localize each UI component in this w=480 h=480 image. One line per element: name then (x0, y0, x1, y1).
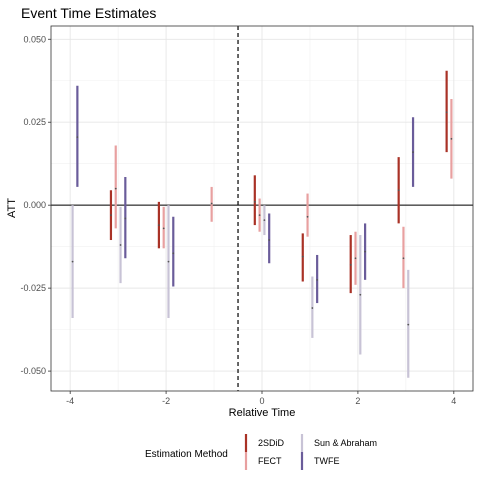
y-tick-label: -0.050 (20, 366, 46, 376)
y-tick-label: 0.025 (23, 117, 46, 127)
point-fect (306, 215, 309, 218)
legend-label-fect: FECT (258, 456, 282, 466)
legend-label-2sdid: 2SDiD (258, 438, 285, 448)
point-2sdid (157, 224, 160, 226)
x-axis-label: Relative Time (229, 407, 296, 419)
legend-label-twfe: TWFE (314, 456, 340, 466)
x-axis-ticks: -4 -2 0 2 4 (66, 391, 456, 406)
point-sun-abraham (167, 260, 170, 263)
x-tick-label: 0 (259, 396, 264, 406)
x-tick-label: -2 (162, 396, 170, 406)
point-fect (258, 214, 261, 217)
point-twfe (364, 250, 367, 253)
point-fect (114, 187, 117, 190)
point-2sdid (349, 264, 352, 266)
point-2sdid (445, 111, 448, 114)
point-sun-abraham (311, 307, 314, 309)
x-tick-label: 2 (355, 396, 360, 406)
point-fect (402, 257, 405, 260)
legend-label-sun-abraham: Sun & Abraham (314, 438, 377, 448)
y-axis-ticks: -0.050 -0.025 0.000 0.025 0.050 (20, 34, 51, 376)
legend-title: Estimation Method (145, 449, 228, 460)
point-fect (450, 137, 453, 140)
reference-lines (51, 26, 473, 391)
point-sun-abraham (71, 260, 74, 263)
point-twfe (412, 151, 414, 153)
point-sun-abraham (407, 323, 410, 326)
point-twfe (172, 252, 175, 255)
y-tick-label: 0.000 (23, 200, 46, 210)
y-axis-label: ATT (6, 198, 18, 218)
x-tick-label: -4 (66, 396, 74, 406)
point-sun-abraham (359, 293, 362, 296)
error-bars (71, 70, 453, 378)
point-twfe (124, 217, 127, 220)
legend: Estimation Method 2SDiD FECT Sun & Abraham… (145, 434, 377, 470)
point-fect (354, 257, 357, 260)
x-tick-label: 4 (451, 396, 456, 406)
point-fect (210, 202, 213, 205)
point-2sdid (253, 200, 256, 203)
y-tick-label: -0.025 (20, 283, 46, 293)
chart-title: Event Time Estimates (21, 5, 157, 21)
point-twfe (316, 278, 319, 281)
point-sun-abraham (263, 219, 266, 222)
point-2sdid (301, 255, 304, 258)
point-sun-abraham (119, 244, 122, 246)
point-twfe (268, 239, 271, 241)
point-fect (162, 227, 165, 230)
point-twfe (76, 136, 79, 139)
point-2sdid (110, 214, 112, 217)
point-2sdid (397, 189, 400, 192)
y-tick-label: 0.050 (23, 34, 46, 44)
